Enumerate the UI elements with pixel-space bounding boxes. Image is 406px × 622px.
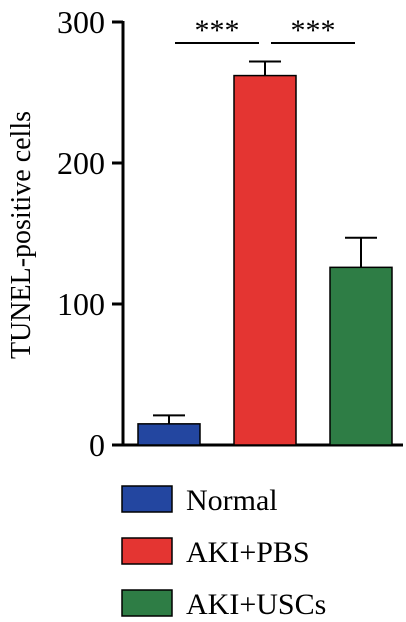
legend-label: AKI+USCs	[186, 588, 326, 621]
y-axis-label: TUNEL-positive cells	[6, 111, 37, 359]
significance-label: ***	[195, 14, 240, 47]
legend-swatch	[121, 537, 173, 565]
y-tick-label: 300	[57, 4, 105, 40]
y-tick-label: 100	[57, 286, 105, 322]
significance-label: ***	[291, 14, 336, 47]
error-bars	[153, 60, 377, 424]
y-tick-label: 0	[89, 427, 105, 463]
legend-swatch	[121, 589, 173, 617]
significance-markers: *** ***	[175, 14, 355, 47]
legend: Normal AKI+PBS AKI+USCs	[121, 484, 326, 621]
legend-label: Normal	[186, 484, 278, 517]
y-ticks: 0 100 200 300	[57, 4, 123, 463]
bars	[137, 74, 393, 446]
legend-swatch	[121, 485, 173, 513]
bar-AKI+USCs	[329, 266, 393, 446]
y-tick-label: 200	[57, 145, 105, 181]
bar-Normal	[137, 423, 201, 446]
legend-label: AKI+PBS	[186, 536, 310, 569]
bar-AKI+PBS	[233, 74, 297, 446]
